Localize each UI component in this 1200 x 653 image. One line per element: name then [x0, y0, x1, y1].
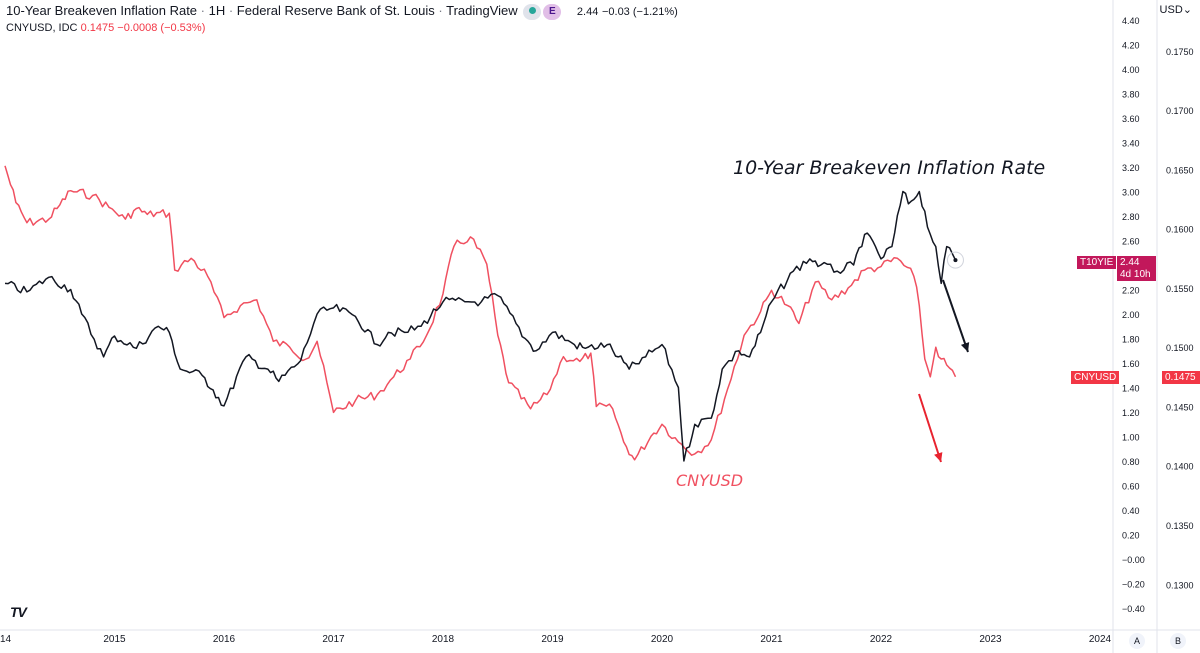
time-axis-tick-label: 2021	[760, 634, 783, 645]
main-title: 10-Year Breakeven Inflation Rate	[6, 3, 198, 18]
earnings-badge[interactable]: E	[543, 3, 562, 20]
main-last-value: 2.44	[576, 6, 599, 18]
left-axis-tick-label: 3.60	[1122, 114, 1140, 124]
plot-area	[4, 165, 964, 462]
time-axis[interactable]: 14 2015 2016 2017 2018 2019 2020 2021 2022 2023 20…	[0, 634, 1112, 645]
left-axis-tick-label: 0.60	[1122, 482, 1140, 492]
time-axis-tick-label: 2017	[322, 634, 345, 645]
auto-scale-button[interactable]: A	[1129, 633, 1145, 649]
right-axis-tick-label: 0.1750	[1166, 47, 1194, 57]
left-axis-tick-label: 0.80	[1122, 457, 1140, 467]
main-platform: TradingView	[446, 3, 518, 18]
time-axis-tick-label: 2023	[979, 634, 1002, 645]
left-axis-tick-label: 3.40	[1122, 139, 1140, 149]
left-axis-tick-label: 0.40	[1122, 506, 1140, 516]
t10yie-value-tag: 2.44	[1117, 256, 1156, 269]
main-change: −0.03 (−1.21%)	[601, 6, 678, 18]
legend-overlay[interactable]: CNYUSD, IDC 0.1475 −0.0008 (−0.53%)	[6, 22, 205, 34]
cnyusd-symbol-tag: CNYUSD	[1071, 371, 1120, 384]
currency-dropdown[interactable]: USD⌄	[1160, 3, 1192, 16]
left-axis-tick-label: 1.20	[1122, 408, 1140, 418]
cnyusd-value-tag: 0.1475	[1162, 371, 1200, 384]
right-price-axis[interactable]: 0.1750 0.1700 0.1650 0.1600 0.1550 0.1500 0.14…	[1166, 47, 1194, 590]
overlay-value: 0.1475	[80, 22, 115, 34]
right-axis-tick-label: 0.1500	[1166, 343, 1194, 353]
left-axis-tick-label: 2.60	[1122, 237, 1140, 247]
left-axis-tick-label: 1.00	[1122, 433, 1140, 443]
left-axis-tick-label: 4.00	[1122, 65, 1140, 75]
left-axis-tick-label: 0.20	[1122, 531, 1140, 541]
left-axis-tick-label: 1.40	[1122, 384, 1140, 394]
right-axis-tick-label: 0.1550	[1166, 284, 1194, 294]
left-axis-tick-label: 4.40	[1122, 16, 1140, 26]
left-axis-tick-label: 3.20	[1122, 163, 1140, 173]
right-axis-tick-label: 0.1700	[1166, 106, 1194, 116]
time-axis-tick-label: 2024	[1089, 634, 1112, 645]
left-axis-tick-label: 2.20	[1122, 286, 1140, 296]
left-axis-tick-label: −0.00	[1122, 555, 1145, 565]
main-source: Federal Reserve Bank of St. Louis	[236, 3, 435, 18]
t10yie-countdown-tag: 4d 10h	[1117, 268, 1156, 281]
cnyusd-annotation: CNYUSD	[676, 471, 743, 490]
time-axis-tick-label: 2019	[541, 634, 564, 645]
time-axis-tick-label: 2020	[651, 634, 674, 645]
tradingview-logo[interactable]: TV	[10, 604, 27, 620]
cnyusd-series-line	[4, 165, 957, 461]
breakeven-down-arrow-head	[960, 342, 970, 352]
breakeven-down-arrow-shaft	[942, 279, 969, 353]
t10yie-symbol-tag: T10YIE	[1077, 256, 1117, 269]
time-axis-tick-label: 2022	[870, 634, 893, 645]
main-interval: 1H	[208, 3, 226, 18]
left-axis-tick-label: 2.00	[1122, 310, 1140, 320]
last-price-dot	[953, 258, 958, 263]
breakeven-series-line	[4, 190, 957, 462]
cnyusd-down-arrow-head	[934, 452, 943, 462]
right-axis-tick-label: 0.1400	[1166, 462, 1194, 472]
time-axis-tick-label: 14	[0, 634, 12, 645]
left-axis-tick-label: 1.60	[1122, 359, 1140, 369]
left-axis-tick-label: 3.80	[1122, 90, 1140, 100]
left-axis-tick-label: 3.00	[1122, 188, 1140, 198]
chevron-down-icon: ⌄	[1182, 4, 1192, 16]
market-status-icon[interactable]	[523, 3, 542, 20]
cnyusd-down-arrow-shaft	[918, 393, 942, 463]
left-axis-tick-label: −0.40	[1122, 604, 1145, 614]
legend-main[interactable]: 10-Year Breakeven Inflation Rate · 1H · …	[6, 3, 678, 20]
right-axis-tick-label: 0.1600	[1166, 225, 1194, 235]
last-price-marker	[946, 251, 964, 269]
right-axis-tick-label: 0.1650	[1166, 165, 1194, 175]
right-axis-tick-label: 0.1300	[1166, 580, 1194, 590]
time-axis-tick-label: 2015	[103, 634, 126, 645]
overlay-change: −0.0008 (−0.53%)	[117, 22, 206, 34]
left-axis-tick-label: 1.80	[1122, 335, 1140, 345]
left-price-axis[interactable]: 4.40 4.20 4.00 3.80 3.60 3.40 3.20 3.00 2.80 2.60…	[1122, 16, 1145, 614]
currency-label: USD	[1159, 4, 1183, 16]
left-axis-tick-label: 4.20	[1122, 41, 1140, 51]
right-axis-tick-label: 0.1350	[1166, 521, 1194, 531]
scale-toggle-button[interactable]: B	[1170, 633, 1186, 649]
time-axis-tick-label: 2016	[213, 634, 236, 645]
left-axis-tick-label: −0.20	[1122, 580, 1145, 590]
time-axis-tick-label: 2018	[432, 634, 455, 645]
right-axis-tick-label: 0.1450	[1166, 402, 1194, 412]
trend-arrows	[918, 279, 970, 463]
left-axis-tick-label: 2.80	[1122, 212, 1140, 222]
overlay-symbol: CNYUSD, IDC	[6, 22, 78, 34]
breakeven-annotation: 10-Year Breakeven Inflation Rate	[733, 157, 1045, 179]
